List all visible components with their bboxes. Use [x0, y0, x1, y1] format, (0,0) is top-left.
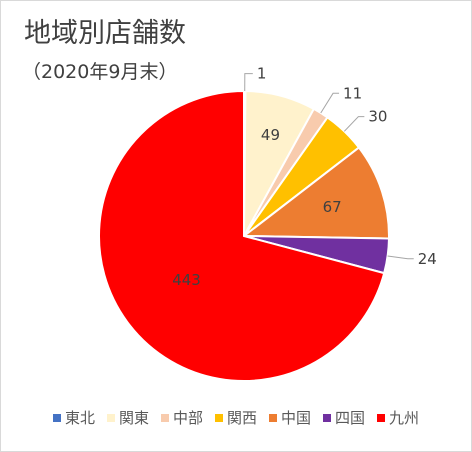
- leader-line-東北: [244, 73, 253, 92]
- legend-item-東北: 東北: [52, 407, 95, 428]
- data-label-中部: 11: [343, 84, 362, 102]
- data-label-関東: 49: [261, 126, 280, 144]
- pie-slices: [98, 89, 390, 382]
- legend-item-九州: 九州: [377, 407, 419, 428]
- leader-line-中部: [320, 92, 340, 114]
- data-label-中国: 67: [323, 198, 342, 216]
- data-label-四国: 24: [418, 250, 437, 268]
- legend-item-中国: 中国: [269, 407, 311, 428]
- data-label-関西: 30: [368, 108, 387, 126]
- leader-line-関西: [343, 116, 365, 132]
- data-label-東北: 1: [257, 65, 267, 83]
- legend: 東北 関東 中部 関西 中国 四国 九州: [0, 407, 472, 428]
- pie-slice-中国: [241, 146, 390, 240]
- chart-subtitle: （2020年9月末）: [22, 61, 178, 83]
- legend-label: 九州: [389, 409, 420, 427]
- legend-item-関西: 関西: [214, 407, 257, 428]
- legend-swatch: [377, 413, 386, 422]
- legend-label: 中国: [281, 409, 312, 427]
- legend-swatch: [52, 413, 61, 422]
- legend-label: 関東: [118, 409, 149, 427]
- legend-swatch: [323, 413, 332, 422]
- legend-label: 中部: [172, 409, 203, 427]
- chart-title: 地域別店舗数: [24, 18, 186, 49]
- legend-swatch: [269, 413, 277, 422]
- leader-line-四国: [387, 255, 414, 260]
- legend-item-関東: 関東: [106, 407, 149, 428]
- legend-label: 東北: [64, 409, 95, 427]
- legend-label: 四国: [335, 409, 366, 427]
- legend-item-四国: 四国: [323, 407, 365, 428]
- legend-label: 関西: [226, 409, 257, 427]
- leader-lines: [244, 73, 414, 260]
- pie-slice-九州: [98, 89, 386, 382]
- data-labels: 1 49 11 30 67 24 443: [172, 65, 437, 290]
- legend-item-中部: 中部: [160, 407, 203, 428]
- legend-swatch: [214, 413, 223, 422]
- legend-swatch: [160, 413, 169, 422]
- legend-swatch: [106, 413, 115, 422]
- data-label-九州: 443: [172, 271, 201, 289]
